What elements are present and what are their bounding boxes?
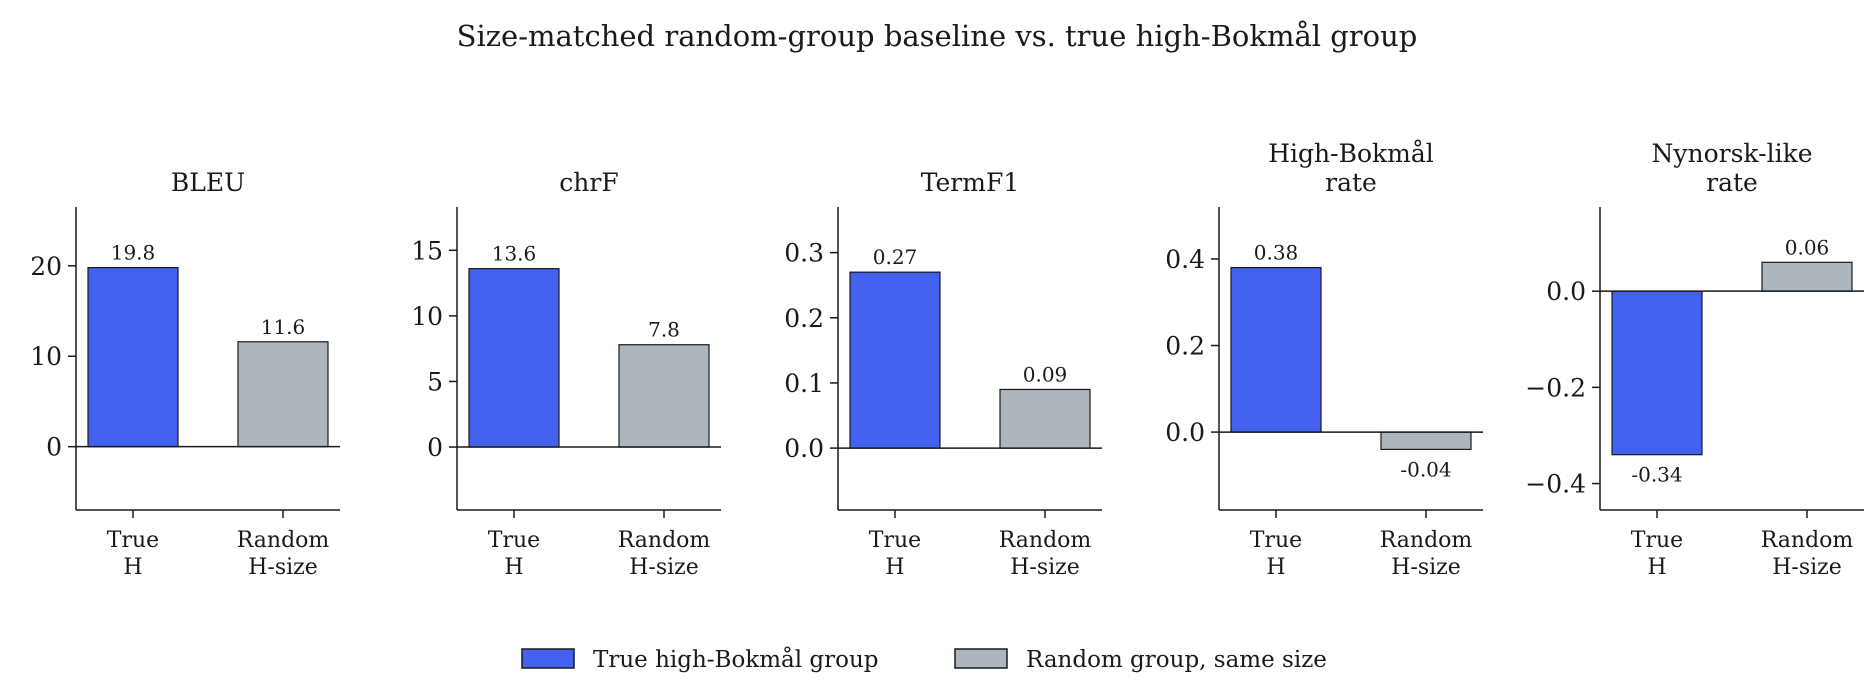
bar-true-h (849, 271, 941, 449)
panel-3: TermF1 0.27 0.09 0.0 0.1 0.2 0.3 True H Random H-s… (784, 168, 1102, 580)
bar-random-h-size (1761, 261, 1853, 292)
legend-item-1: True high-Bokmål group (521, 646, 879, 673)
x-tick-label: Random H-size (1761, 528, 1854, 580)
legend-item-2: Random group, same size (954, 647, 1327, 673)
x-tick-label: Random H-size (618, 528, 711, 580)
x-tick-label: True H (869, 528, 921, 580)
bar-random-h-size (999, 388, 1091, 449)
data-label: 0.38 (1254, 241, 1299, 265)
y-tick-label: 10 (30, 342, 62, 371)
panel-2: chrF 13.6 7.8 0 5 10 15 True H Random H-size (411, 168, 721, 580)
y-tick-label: 20 (30, 252, 62, 281)
y-tick-label: 15 (411, 236, 443, 265)
y-tick-label: 0 (427, 433, 443, 462)
data-label: -0.34 (1631, 463, 1682, 487)
data-label: 0.09 (1023, 362, 1068, 386)
data-label: 0.27 (873, 245, 918, 269)
legend: True high-Bokmål group Random group, same… (521, 646, 1327, 673)
legend-label: Random group, same size (1026, 647, 1327, 673)
data-label: 13.6 (492, 242, 537, 266)
x-tick-label: Random H-size (237, 528, 330, 580)
x-tick-label: Random H-size (1380, 528, 1473, 580)
data-label: 19.8 (111, 241, 156, 265)
legend-swatch (521, 648, 575, 669)
bar-true-h (1230, 267, 1322, 433)
panel-title: chrF (559, 168, 618, 197)
y-tick-label: 0.4 (1165, 245, 1205, 274)
chart-panels: BLEU 19.8 11.6 0 10 20 True H Random H-size chrF 13… (30, 139, 1864, 580)
data-label: -0.04 (1400, 457, 1451, 481)
y-tick-label: −0.2 (1525, 373, 1586, 402)
data-label: 7.8 (648, 318, 680, 342)
y-tick-label: 10 (411, 302, 443, 331)
data-label: 0.06 (1785, 235, 1830, 259)
y-tick-label: −0.4 (1525, 470, 1586, 499)
x-tick-label: True H (1250, 528, 1302, 580)
y-tick-label: 0.1 (784, 369, 824, 398)
panel-title: TermF1 (921, 168, 1019, 197)
bar-random-h-size (618, 344, 710, 448)
legend-label: True high-Bokmål group (593, 646, 879, 673)
panel-title: BLEU (171, 168, 245, 197)
panel-title: High-Bokmål rate (1268, 139, 1434, 197)
legend-swatch (954, 648, 1008, 669)
bar-random-h-size (1380, 431, 1472, 451)
y-tick-label: 0 (46, 433, 62, 462)
bar-random-h-size (237, 341, 329, 448)
y-tick-label: 0.0 (1546, 277, 1586, 306)
y-tick-label: 0.3 (784, 239, 824, 268)
x-tick-label: Random H-size (999, 528, 1092, 580)
bar-true-h (87, 267, 179, 448)
data-label: 11.6 (261, 315, 306, 339)
y-tick-label: 0.0 (1165, 418, 1205, 447)
panel-4: High-Bokmål rate 0.38 -0.04 0.0 0.2 0.4 True H Ra… (1165, 139, 1483, 580)
bar-true-h (468, 268, 560, 448)
chart-title: Size-matched random-group baseline vs. t… (457, 19, 1418, 53)
y-tick-label: 0.2 (1165, 332, 1205, 361)
panel-5: Nynorsk-like rate -0.34 0.06 −0.4 −0.2 0.0 True… (1525, 139, 1864, 580)
x-tick-label: True H (107, 528, 159, 580)
x-tick-label: True H (488, 528, 540, 580)
y-tick-label: 5 (427, 367, 443, 396)
panel-1: BLEU 19.8 11.6 0 10 20 True H Random H-size (30, 168, 340, 580)
panel-title: Nynorsk-like rate (1651, 139, 1812, 197)
bar-true-h (1611, 290, 1703, 456)
x-tick-label: True H (1631, 528, 1683, 580)
y-tick-label: 0.0 (784, 434, 824, 463)
y-tick-label: 0.2 (784, 304, 824, 333)
